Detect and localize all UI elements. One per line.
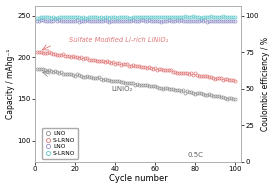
Y-axis label: Capacity / mAhg⁻¹: Capacity / mAhg⁻¹ (6, 48, 15, 119)
Legend: LNO, S-LRNO, LNO, S-LRNO: LNO, S-LRNO, LNO, S-LRNO (42, 128, 78, 159)
Y-axis label: Coulombic efficiency / %: Coulombic efficiency / % (261, 36, 270, 131)
Text: Sulfate Modified Li-rich LiNiO₂: Sulfate Modified Li-rich LiNiO₂ (69, 37, 168, 43)
X-axis label: Cycle number: Cycle number (109, 174, 167, 184)
Text: LiNiO₂: LiNiO₂ (111, 86, 132, 92)
Text: 0.5C: 0.5C (187, 152, 203, 158)
